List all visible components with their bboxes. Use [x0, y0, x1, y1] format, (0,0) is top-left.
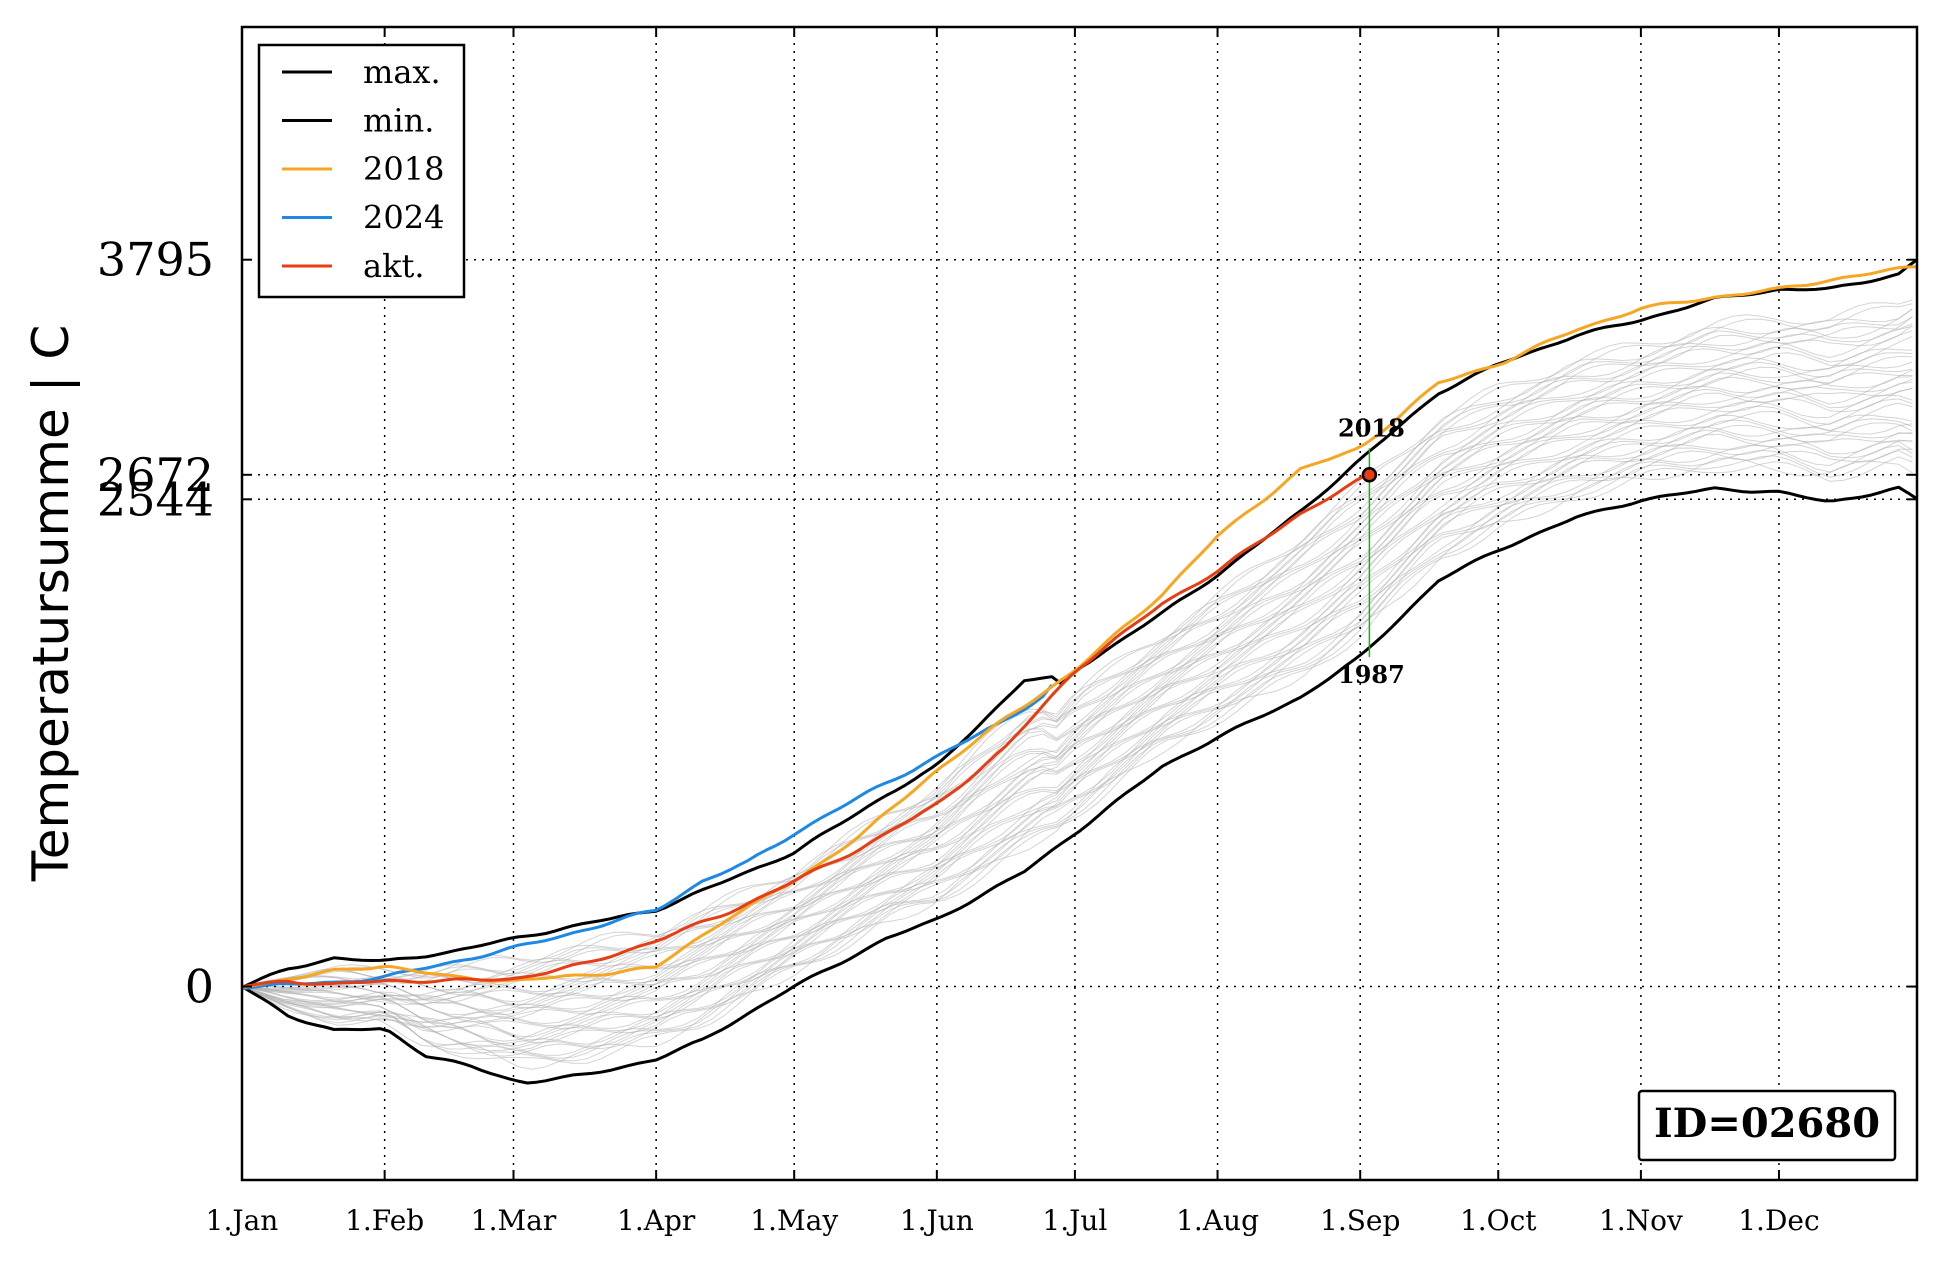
station-id-frame	[1637, 1089, 1897, 1162]
historical-year-line	[241, 394, 1913, 1025]
legend-label: 2024	[363, 199, 444, 237]
historical-year-line	[241, 355, 1913, 1004]
historical-year-line	[241, 433, 1913, 1052]
historical-year-line	[241, 457, 1913, 1070]
legend-label: min.	[363, 102, 434, 140]
historical-year-line	[241, 335, 1913, 996]
historical-year-line	[241, 422, 1913, 1044]
historical-year-line	[241, 303, 1913, 988]
historical-year-line	[241, 387, 1913, 1020]
historical-year-line	[241, 376, 1913, 1016]
year-annotations: 2018 1987	[1338, 413, 1405, 689]
y-tick-label: 2544	[97, 472, 214, 526]
annotation-2018: 2018	[1338, 413, 1405, 442]
grid-lines	[241, 27, 1917, 1180]
y-axis-label: Temperatursumme | C	[22, 325, 80, 883]
historical-year-line	[241, 429, 1913, 1047]
series-lines	[241, 258, 1918, 1085]
x-tick-label: 1.Apr	[617, 1204, 696, 1237]
historical-year-line	[241, 348, 1913, 998]
legend-frame	[257, 43, 466, 299]
station-id-box: ID=02680	[1637, 1089, 1897, 1162]
historical-year-line	[241, 378, 1913, 1016]
historical-year-line	[241, 398, 1913, 1027]
historical-year-line	[241, 432, 1913, 1046]
historical-year-line	[241, 381, 1913, 1019]
historical-year-line	[241, 308, 1913, 988]
historical-year-line	[241, 448, 1913, 1057]
historical-year-line	[241, 456, 1913, 1064]
x-tick-label: 1.Nov	[1599, 1204, 1683, 1237]
x-tick-label: 1.Jan	[206, 1204, 279, 1237]
station-id-label: ID=02680	[1654, 1100, 1880, 1147]
historical-year-line	[241, 441, 1913, 1056]
legend: max. min. 2018 2024 akt.	[257, 43, 466, 299]
historical-year-line	[241, 324, 1913, 988]
historical-year-line	[241, 316, 1913, 988]
historical-year-line	[241, 414, 1913, 1038]
historical-year-line	[241, 418, 1913, 1041]
historical-year-line	[241, 423, 1913, 1042]
x-tick-label: 1.Oct	[1460, 1204, 1537, 1237]
historical-year-line	[241, 361, 1913, 1003]
historical-year-line	[241, 308, 1913, 988]
historical-year-line	[241, 449, 1913, 1062]
historical-year-line	[241, 440, 1913, 1052]
x-tick-label: 1.Jun	[900, 1204, 974, 1237]
historical-year-line	[241, 323, 1913, 988]
y-tick-label: 3795	[97, 233, 214, 287]
y-tick-label: 0	[185, 960, 214, 1014]
legend-label: max.	[363, 53, 441, 91]
x-tick-label: 1.Sep	[1320, 1204, 1400, 1237]
y-tick-label: 2672	[97, 448, 214, 502]
series-line-2024	[241, 683, 1054, 990]
plot-frame	[240, 25, 1919, 1182]
historical-year-line	[241, 368, 1913, 1006]
x-tick-label: 1.Mar	[471, 1204, 557, 1237]
x-tick-label: 1.Feb	[345, 1204, 424, 1237]
historical-year-line	[241, 330, 1913, 993]
x-tick-label: 1.Aug	[1176, 1204, 1259, 1237]
series-line-min	[241, 485, 1918, 1085]
series-line-2018	[241, 265, 1918, 989]
current-day-marker	[1361, 448, 1378, 658]
x-axis-ticks: 1.Jan 1.Feb 1.Mar 1.Apr 1.May 1.Jun 1.Jul 1.Aug…	[206, 27, 1820, 1237]
x-tick-label: 1.May	[750, 1204, 838, 1237]
historical-year-line	[241, 387, 1913, 1023]
legend-label: 2018	[363, 150, 444, 188]
historical-year-line	[241, 316, 1913, 988]
historical-year-line	[241, 372, 1913, 1009]
current-value-point	[1361, 467, 1378, 483]
annotation-1987: 1987	[1338, 660, 1405, 689]
legend-label: akt.	[363, 247, 425, 285]
series-line-akt	[241, 474, 1366, 988]
x-tick-label: 1.Jul	[1042, 1204, 1107, 1237]
historical-year-line	[241, 325, 1913, 991]
historical-year-line	[241, 369, 1913, 1012]
x-tick-label: 1.Dec	[1738, 1204, 1819, 1237]
historical-year-line	[241, 444, 1913, 1059]
historical-year-line	[241, 352, 1913, 1002]
